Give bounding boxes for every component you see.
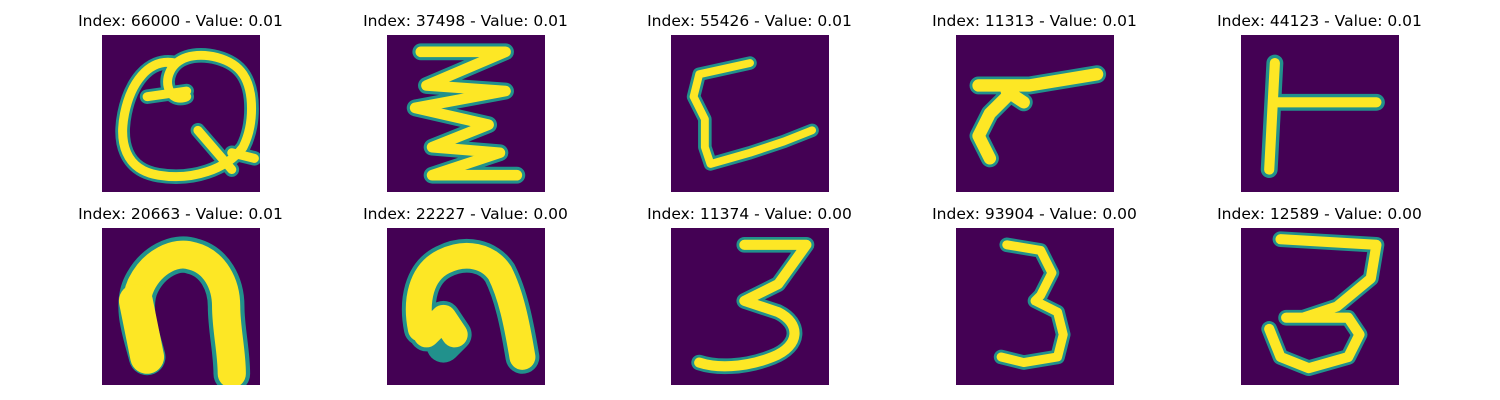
panel-title: Index: 11313 - Value: 0.01 [932,12,1137,30]
panel-8: Index: 11374 - Value: 0.00 [607,193,892,385]
panel-title: Index: 93904 - Value: 0.00 [932,205,1137,223]
panel-5: Index: 44123 - Value: 0.01 [1177,0,1462,192]
panel-1: Index: 66000 - Value: 0.01 [38,0,323,192]
digit-image-three [1241,228,1399,385]
digit-image-l-shape [671,35,829,192]
panel-4: Index: 11313 - Value: 0.01 [892,0,1177,192]
panel-title: Index: 12589 - Value: 0.00 [1217,205,1422,223]
digit-image-arch [387,228,545,385]
digit-image-arch [102,228,260,385]
digit-image-three [956,228,1114,385]
panel-title: Index: 11374 - Value: 0.00 [647,205,852,223]
digit-image-slanted-seven [956,35,1114,192]
panel-7: Index: 22227 - Value: 0.00 [323,193,608,385]
panel-title: Index: 22227 - Value: 0.00 [363,205,568,223]
panel-title: Index: 20663 - Value: 0.01 [78,205,283,223]
panel-10: Index: 12589 - Value: 0.00 [1177,193,1462,385]
panel-3: Index: 55426 - Value: 0.01 [607,0,892,192]
panel-title: Index: 55426 - Value: 0.01 [647,12,852,30]
digit-image-three [671,228,829,385]
panel-2: Index: 37498 - Value: 0.01 [323,0,608,192]
panel-title: Index: 66000 - Value: 0.01 [78,12,283,30]
panel-9: Index: 93904 - Value: 0.00 [892,193,1177,385]
digit-image-loop-q [102,35,260,192]
panel-title: Index: 37498 - Value: 0.01 [363,12,568,30]
digit-image-t-rotated [1241,35,1399,192]
panel-title: Index: 44123 - Value: 0.01 [1217,12,1422,30]
digit-image-zigzag [387,35,545,192]
panel-6: Index: 20663 - Value: 0.01 [38,193,323,385]
